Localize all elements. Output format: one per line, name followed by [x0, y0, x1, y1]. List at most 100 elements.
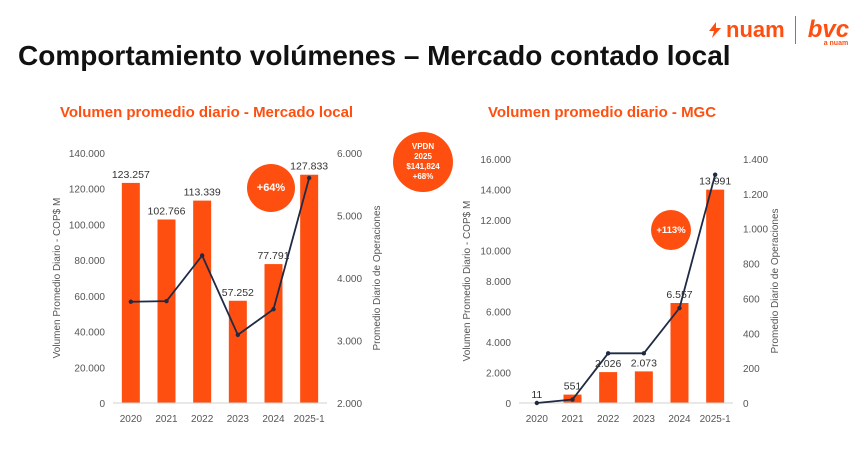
mgc-operations-point — [605, 351, 611, 356]
mercado-local-y2tick-label: 6.000 — [337, 149, 362, 160]
mercado-local-y2tick-label: 5.000 — [337, 212, 362, 223]
mercado-local-ytick-label: 80.000 — [74, 256, 105, 267]
mercado-local-ytick-label: 140.000 — [69, 149, 106, 160]
mgc-y2tick-label: 0 — [743, 399, 749, 410]
mgc-ytick-label: 4.000 — [486, 338, 511, 349]
mercado-local-data-label: 77.791 — [257, 250, 289, 262]
mgc-data-label: 11 — [531, 389, 542, 401]
mercado-local-bar-2022 — [193, 200, 212, 403]
mercado-local-xtick-label: 2022 — [191, 414, 214, 425]
mgc-ytick-label: 6.000 — [486, 308, 511, 319]
mgc-xtick-label: 2025-1 — [700, 414, 732, 425]
mercado-local-xtick-label: 2025-1 — [294, 414, 326, 425]
mgc-ytick-label: 12.000 — [480, 216, 511, 227]
mgc-xtick-label: 2024 — [668, 414, 691, 425]
page-title: Comportamiento volúmenes – Mercado conta… — [18, 40, 731, 71]
chart-title-mgc: Volumen promedio diario - MGC — [488, 104, 717, 121]
mercado-local-operations-point — [271, 307, 276, 312]
bvc-logo-text: bvc — [807, 16, 850, 43]
chart-title-mercado-local: Volumen promedio diario - Mercado local — [60, 104, 354, 121]
mercado-local-y-axis-title: Volumen Promedio Diario - COP$ M — [52, 198, 63, 359]
mercado-local-operations-point — [306, 175, 312, 181]
mgc-operations-point — [570, 397, 575, 402]
mgc-operations-line — [536, 174, 717, 404]
mercado-local-bar-2025-1 — [300, 174, 319, 403]
mercado-local-ytick-label: 40.000 — [74, 328, 105, 339]
mercado-local-ytick-label: 60.000 — [74, 292, 105, 303]
mgc-operations-point — [712, 172, 718, 177]
mercado-local-ytick-label: 100.000 — [69, 220, 106, 231]
mgc-y2tick-label: 400 — [743, 329, 760, 340]
mgc-y2tick-label: 1.400 — [743, 155, 768, 166]
mgc-bar-2025-1 — [706, 189, 725, 403]
mercado-local-data-label: 123.257 — [112, 169, 150, 181]
mercado-local-ytick-label: 0 — [99, 399, 105, 410]
mercado-local-data-label: 127.833 — [290, 161, 328, 173]
vpdn-label: VPDN — [411, 142, 435, 151]
mercado-local-y2tick-label: 4.000 — [337, 274, 362, 285]
mgc-y2tick-label: 1.200 — [743, 190, 768, 201]
mgc-data-label: 6.557 — [666, 289, 692, 301]
mgc-bar-2024 — [670, 303, 689, 403]
mgc-operations-point — [677, 305, 682, 311]
mercado-local-data-label: 102.766 — [148, 205, 186, 217]
mgc-ytick-label: 16.000 — [480, 155, 511, 166]
mercado-local-data-label: 113.339 — [184, 187, 221, 199]
mgc-y2tick-label: 200 — [743, 364, 760, 375]
mercado-local-xtick-label: 2024 — [262, 414, 285, 425]
mercado-local-xtick-label: 2023 — [227, 414, 250, 425]
vpdn-callout: VPDN 2025 $141,824 +68% — [393, 132, 453, 192]
mgc-ytick-label: 14.000 — [480, 186, 511, 197]
vpdn-growth: +68% — [412, 172, 434, 181]
mgc-y-axis-title: Volumen Promedio Diario - COP$ M — [462, 201, 473, 362]
mgc-ytick-label: 8.000 — [486, 277, 511, 288]
mercado-local-bar-2020 — [121, 182, 140, 403]
mgc-xtick-label: 2020 — [526, 414, 549, 425]
bolt-icon — [709, 22, 721, 38]
mercado-local-ytick-label: 20.000 — [74, 363, 105, 374]
mgc-operations-point — [534, 400, 540, 406]
mercado-local-operations-point — [128, 299, 134, 304]
mgc-ytick-label: 0 — [505, 399, 511, 410]
mgc-ytick-label: 2.000 — [486, 369, 511, 380]
mercado-local-bar-2024 — [264, 264, 283, 403]
mercado-local-y2tick-label: 3.000 — [337, 337, 362, 348]
mgc-xtick-label: 2023 — [633, 414, 656, 425]
mercado-local-y2-axis-title: Promedio Diario de Operaciones — [372, 205, 383, 350]
mgc-data-label: 13.991 — [699, 176, 731, 188]
mgc-y2tick-label: 1.000 — [743, 225, 768, 236]
mgc-bar-2022 — [599, 372, 618, 403]
mgc-ytick-label: 10.000 — [480, 247, 511, 258]
mgc-xtick-label: 2021 — [561, 414, 584, 425]
mercado-local-operations-point — [164, 298, 169, 304]
mgc-bar-2023 — [634, 371, 653, 403]
bvc-logo: bvc a nuam — [807, 16, 850, 47]
mgc-xtick-label: 2022 — [597, 414, 620, 425]
mgc-y2tick-label: 600 — [743, 294, 760, 305]
mercado-local-operations-point — [235, 332, 241, 338]
nuam-logo-text: nuam — [726, 17, 785, 42]
mgc-operations-point — [641, 351, 647, 356]
mercado-local-operations-point — [199, 253, 205, 258]
growth-badge-mercado-local: +64% — [247, 164, 295, 212]
bvc-logo-subtext: a nuam — [823, 40, 849, 47]
mercado-local-y2tick-label: 2.000 — [337, 399, 362, 410]
mgc-data-label: 551 — [564, 381, 582, 393]
mercado-local-data-label: 57.252 — [222, 287, 254, 299]
logo-divider — [794, 16, 796, 44]
mgc-y2-axis-title: Promedio Diario de Operaciones — [770, 208, 781, 353]
growth-badge-mgc: +113% — [651, 210, 691, 250]
mgc-y2tick-label: 800 — [743, 260, 760, 271]
mercado-local-xtick-label: 2020 — [120, 414, 143, 425]
brand-logos: nuam bvc a nuam — [706, 14, 850, 47]
mgc-data-label: 2.073 — [631, 357, 657, 369]
vpdn-year: 2025 — [414, 152, 432, 161]
mercado-local-operations-line — [130, 177, 311, 337]
vpdn-value: $141,824 — [406, 162, 440, 171]
mercado-local-bar-2021 — [157, 219, 176, 403]
nuam-logo: nuam — [706, 17, 785, 43]
mgc-data-label: 2.026 — [595, 358, 621, 370]
mercado-local-xtick-label: 2021 — [155, 414, 178, 425]
